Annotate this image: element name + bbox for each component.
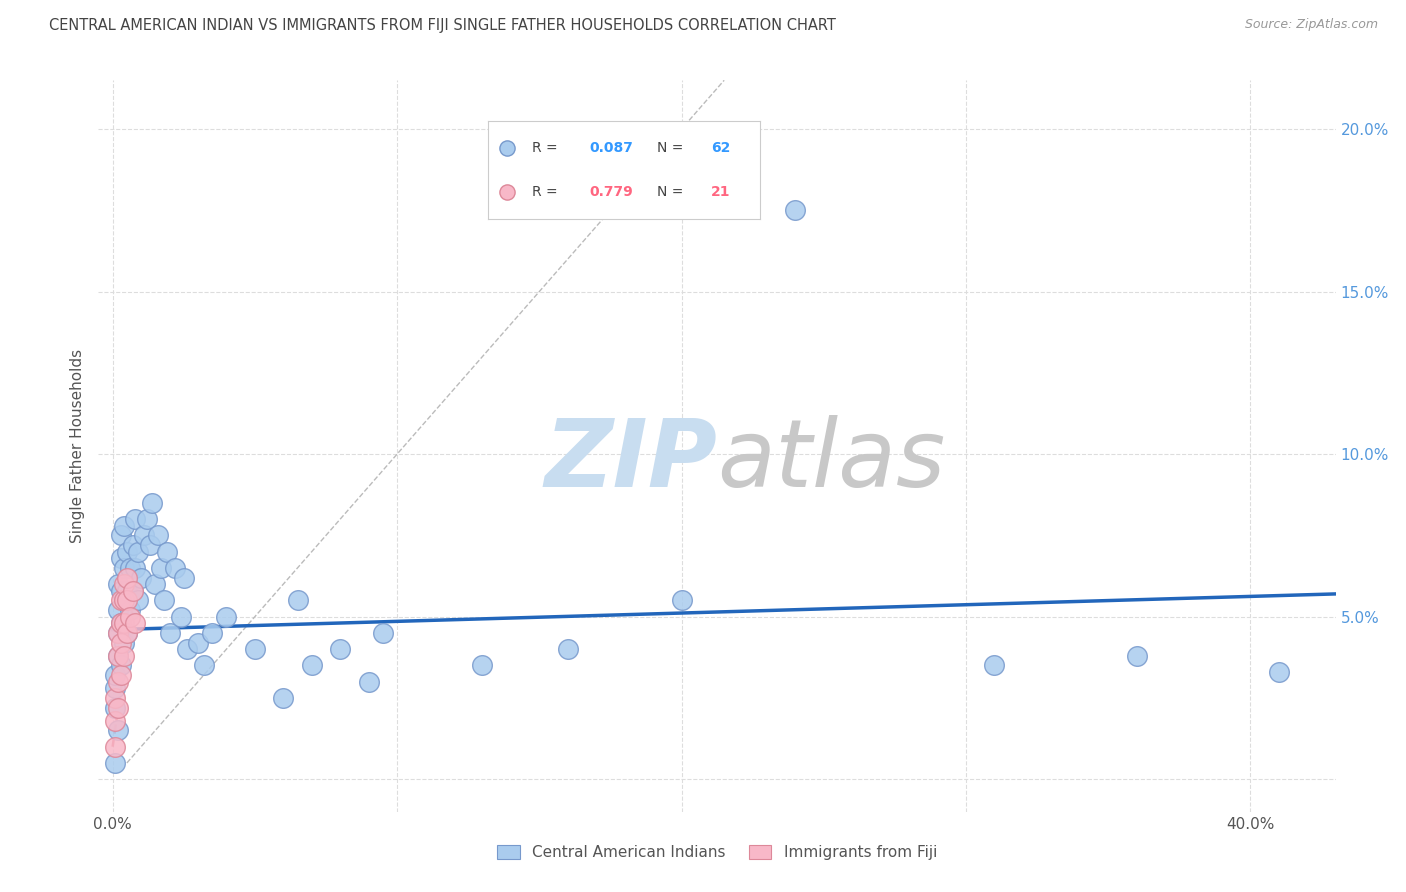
Point — [496, 141, 519, 155]
Point — [110, 635, 132, 649]
Point — [115, 593, 138, 607]
Point — [112, 561, 135, 575]
Point — [271, 690, 294, 705]
Point — [118, 609, 141, 624]
Point — [110, 583, 132, 598]
Text: R =: R = — [531, 185, 562, 199]
Point — [170, 609, 193, 624]
Point — [124, 561, 146, 575]
Point — [165, 561, 187, 575]
Point — [150, 561, 173, 575]
Point — [110, 616, 132, 631]
Point — [785, 203, 807, 218]
Point — [112, 577, 135, 591]
Point — [112, 593, 135, 607]
Point — [357, 674, 380, 689]
Text: N =: N = — [657, 185, 688, 199]
Text: CENTRAL AMERICAN INDIAN VS IMMIGRANTS FROM FIJI SINGLE FATHER HOUSEHOLDS CORRELA: CENTRAL AMERICAN INDIAN VS IMMIGRANTS FR… — [49, 18, 837, 33]
Text: ZIP: ZIP — [544, 415, 717, 507]
Point — [115, 583, 138, 598]
Point — [115, 571, 138, 585]
Point — [107, 577, 129, 591]
Text: Source: ZipAtlas.com: Source: ZipAtlas.com — [1244, 18, 1378, 31]
Point — [471, 658, 494, 673]
Point — [215, 609, 238, 624]
Point — [115, 626, 138, 640]
Point — [118, 603, 141, 617]
Point — [124, 512, 146, 526]
Point — [173, 571, 195, 585]
Point — [159, 626, 181, 640]
Point — [141, 496, 163, 510]
Point — [110, 658, 132, 673]
Point — [110, 551, 132, 566]
Text: 0.087: 0.087 — [589, 141, 633, 155]
Point — [110, 616, 132, 631]
Point — [243, 642, 266, 657]
Point — [301, 658, 323, 673]
Point — [138, 538, 160, 552]
Point — [104, 756, 127, 770]
Point — [107, 700, 129, 714]
Point — [115, 544, 138, 558]
Point — [107, 674, 129, 689]
Point — [127, 593, 149, 607]
Text: R =: R = — [531, 141, 562, 155]
Point — [107, 626, 129, 640]
Y-axis label: Single Father Households: Single Father Households — [69, 349, 84, 543]
Point — [110, 593, 132, 607]
Point — [671, 593, 693, 607]
Point — [193, 658, 215, 673]
Point — [107, 723, 129, 738]
Point — [153, 593, 176, 607]
Point — [104, 700, 127, 714]
Point — [107, 603, 129, 617]
Point — [115, 626, 138, 640]
Point — [135, 512, 157, 526]
Point — [112, 518, 135, 533]
Point — [983, 658, 1005, 673]
Text: 62: 62 — [711, 141, 731, 155]
Point — [121, 583, 143, 598]
Point — [496, 185, 519, 199]
Point — [112, 593, 135, 607]
Point — [104, 739, 127, 754]
Point — [146, 528, 169, 542]
Point — [287, 593, 309, 607]
Point — [124, 616, 146, 631]
Legend: Central American Indians, Immigrants from Fiji: Central American Indians, Immigrants fro… — [491, 838, 943, 866]
Point — [104, 681, 127, 696]
Point — [107, 626, 129, 640]
Point — [104, 690, 127, 705]
Point — [104, 668, 127, 682]
Point — [107, 648, 129, 663]
Point — [129, 571, 152, 585]
Text: 0.779: 0.779 — [589, 185, 633, 199]
Point — [112, 616, 135, 631]
Point — [112, 648, 135, 663]
Point — [1268, 665, 1291, 679]
Point — [1125, 648, 1147, 663]
Point — [104, 714, 127, 728]
Point — [110, 528, 132, 542]
Text: N =: N = — [657, 141, 688, 155]
Point — [557, 642, 579, 657]
Point — [156, 544, 179, 558]
Point — [132, 528, 155, 542]
Point — [329, 642, 352, 657]
Text: 21: 21 — [711, 185, 731, 199]
Point — [371, 626, 394, 640]
Point — [176, 642, 198, 657]
Point — [112, 635, 135, 649]
Point — [107, 648, 129, 663]
Point — [121, 538, 143, 552]
Point — [121, 583, 143, 598]
Text: atlas: atlas — [717, 415, 945, 506]
Point — [187, 635, 209, 649]
Point — [201, 626, 224, 640]
Point — [143, 577, 166, 591]
Point — [118, 561, 141, 575]
Point — [110, 668, 132, 682]
Point — [127, 544, 149, 558]
